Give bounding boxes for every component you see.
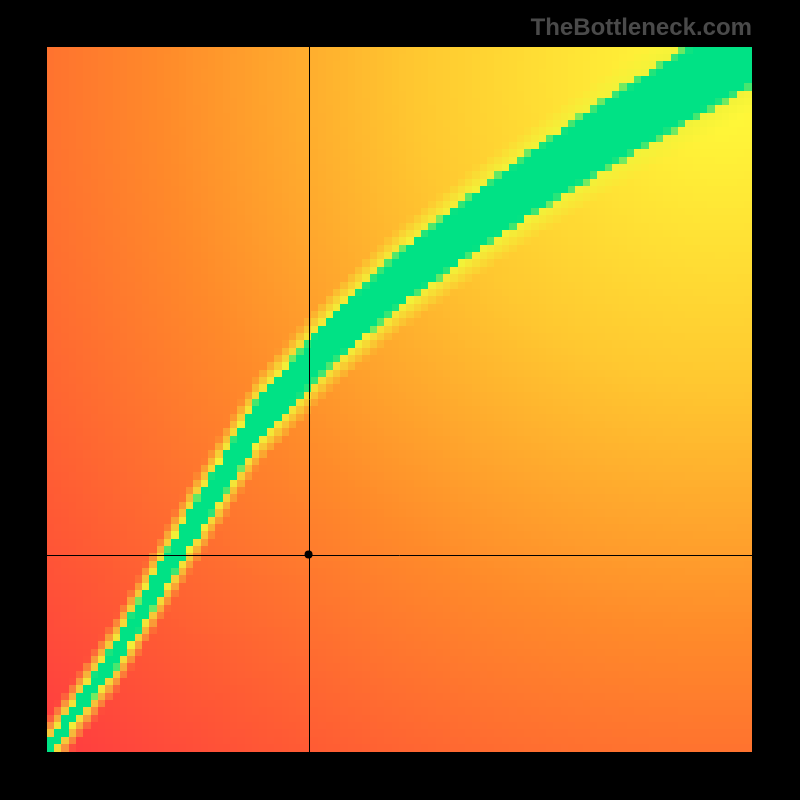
watermark-text: TheBottleneck.com <box>531 14 752 42</box>
bottleneck-heatmap <box>47 47 752 752</box>
chart-container: TheBottleneck.com <box>0 0 800 800</box>
